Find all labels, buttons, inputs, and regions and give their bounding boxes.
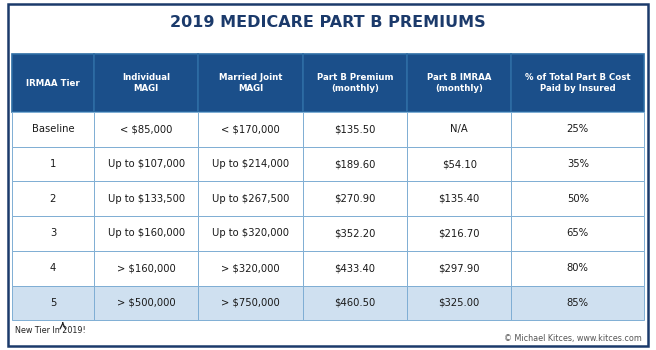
Text: 5: 5 [50, 298, 56, 308]
Bar [94, 286, 198, 320]
Text: $135.40: $135.40 [439, 194, 480, 204]
Text: < $85,000: < $85,000 [120, 124, 173, 134]
Bar [198, 286, 302, 320]
Bar [198, 251, 302, 286]
Text: > $160,000: > $160,000 [117, 263, 176, 273]
Text: > $500,000: > $500,000 [117, 298, 176, 308]
Bar [94, 147, 198, 181]
Text: 4: 4 [50, 263, 56, 273]
Text: $352.20: $352.20 [334, 229, 376, 238]
Text: IRMAA Tier: IRMAA Tier [26, 79, 80, 88]
Text: < $170,000: < $170,000 [221, 124, 280, 134]
Text: $189.60: $189.60 [334, 159, 376, 169]
Bar [512, 251, 644, 286]
Text: 25%: 25% [567, 124, 589, 134]
Text: $54.10: $54.10 [441, 159, 477, 169]
Bar [12, 251, 94, 286]
Text: 80%: 80% [567, 263, 588, 273]
Bar [302, 251, 407, 286]
Bar [198, 54, 302, 112]
Text: $216.70: $216.70 [438, 229, 480, 238]
Bar [407, 181, 512, 216]
Bar [512, 147, 644, 181]
Bar [302, 286, 407, 320]
Text: Baseline: Baseline [31, 124, 74, 134]
Bar [198, 112, 302, 147]
Bar [198, 147, 302, 181]
Text: 3: 3 [50, 229, 56, 238]
Text: Up to $107,000: Up to $107,000 [108, 159, 185, 169]
Bar [198, 216, 302, 251]
Bar [302, 181, 407, 216]
Text: Part B IMRAA
(monthly): Part B IMRAA (monthly) [427, 73, 491, 93]
Text: $297.90: $297.90 [438, 263, 480, 273]
Text: $270.90: $270.90 [334, 194, 376, 204]
Text: > $320,000: > $320,000 [221, 263, 280, 273]
Text: 2019 MEDICARE PART B PREMIUMS: 2019 MEDICARE PART B PREMIUMS [170, 15, 486, 30]
Bar [302, 112, 407, 147]
Text: $460.50: $460.50 [335, 298, 375, 308]
Text: Individual
MAGI: Individual MAGI [122, 73, 170, 93]
Bar [12, 54, 94, 112]
Bar [302, 216, 407, 251]
Text: > $750,000: > $750,000 [221, 298, 280, 308]
Bar [12, 216, 94, 251]
Text: 65%: 65% [567, 229, 589, 238]
Text: Part B Premium
(monthly): Part B Premium (monthly) [317, 73, 393, 93]
Bar [12, 147, 94, 181]
Text: 35%: 35% [567, 159, 589, 169]
Text: $135.50: $135.50 [334, 124, 376, 134]
Bar [302, 54, 407, 112]
Text: Married Joint
MAGI: Married Joint MAGI [219, 73, 282, 93]
Text: New Tier In 2019!: New Tier In 2019! [15, 326, 86, 335]
Bar [94, 216, 198, 251]
Bar [198, 181, 302, 216]
Bar [94, 181, 198, 216]
Bar [94, 251, 198, 286]
Bar [12, 286, 94, 320]
Text: 2: 2 [50, 194, 56, 204]
Bar [512, 112, 644, 147]
Text: $325.00: $325.00 [439, 298, 480, 308]
Text: Up to $133,500: Up to $133,500 [108, 194, 185, 204]
Bar [512, 286, 644, 320]
Text: 85%: 85% [567, 298, 589, 308]
Bar [407, 286, 512, 320]
Bar [12, 112, 94, 147]
Bar [512, 216, 644, 251]
Bar [512, 181, 644, 216]
Text: Up to $267,500: Up to $267,500 [212, 194, 289, 204]
Text: 1: 1 [50, 159, 56, 169]
Bar [407, 54, 512, 112]
Text: © Michael Kitces, www.kitces.com: © Michael Kitces, www.kitces.com [504, 334, 642, 343]
Bar [94, 112, 198, 147]
Bar [407, 216, 512, 251]
Text: 50%: 50% [567, 194, 589, 204]
Text: Up to $160,000: Up to $160,000 [108, 229, 185, 238]
Bar [407, 112, 512, 147]
Text: Up to $214,000: Up to $214,000 [212, 159, 289, 169]
Text: $433.40: $433.40 [335, 263, 375, 273]
Bar [94, 54, 198, 112]
Bar [12, 181, 94, 216]
Bar [407, 147, 512, 181]
Bar [407, 251, 512, 286]
Text: N/A: N/A [451, 124, 468, 134]
Bar [512, 54, 644, 112]
Text: % of Total Part B Cost
Paid by Insured: % of Total Part B Cost Paid by Insured [525, 73, 630, 93]
Bar [302, 147, 407, 181]
Text: Up to $320,000: Up to $320,000 [212, 229, 289, 238]
